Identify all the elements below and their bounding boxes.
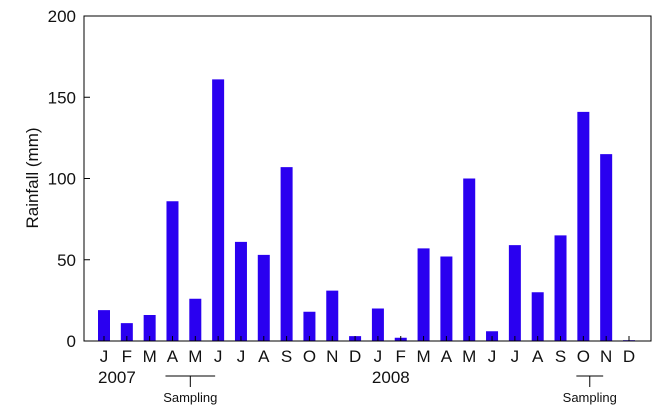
year-labels: 2007 2008 — [98, 368, 410, 387]
y-tick-label-1: 50 — [57, 251, 76, 270]
x-tick-label-13: F — [396, 347, 406, 366]
y-tick-label-0: 0 — [67, 332, 76, 351]
sampling-annotations: Sampling Sampling — [163, 375, 617, 405]
bar-21 — [577, 111, 590, 342]
bar-2 — [143, 315, 156, 341]
x-tick-label-20: S — [555, 347, 566, 366]
x-tick-label-10: N — [326, 347, 338, 366]
x-tick-label-8: S — [281, 347, 292, 366]
x-tick-label-7: A — [258, 347, 270, 366]
sampling-label-1: Sampling — [563, 390, 617, 405]
x-tick-label-2: M — [143, 347, 157, 366]
bar-6 — [234, 241, 247, 342]
x-tick-label-4: M — [188, 347, 202, 366]
bar-1 — [120, 323, 133, 342]
x-tick-label-5: J — [214, 347, 223, 366]
bar-16 — [463, 178, 476, 341]
bar-22 — [600, 154, 613, 341]
x-tick-label-22: N — [600, 347, 612, 366]
bar-15 — [440, 256, 453, 341]
bar-10 — [326, 290, 339, 342]
x-tick-label-14: M — [416, 347, 430, 366]
bar-14 — [417, 248, 430, 342]
x-tick-label-18: J — [511, 347, 520, 366]
bar-18 — [508, 245, 521, 342]
x-tick-label-21: O — [577, 347, 590, 366]
x-tick-label-6: J — [237, 347, 246, 366]
year-label-1: 2008 — [372, 368, 410, 387]
y-tick-label-2: 100 — [48, 170, 76, 189]
x-tick-label-0: J — [100, 347, 109, 366]
x-tick-label-16: M — [462, 347, 476, 366]
bar-4 — [189, 298, 202, 341]
bar-3 — [166, 201, 179, 341]
x-tick-label-9: O — [303, 347, 316, 366]
year-label-0: 2007 — [98, 368, 136, 387]
bar-9 — [303, 311, 316, 341]
bar-8 — [280, 167, 293, 342]
bar-5 — [212, 79, 225, 342]
x-tick-label-12: J — [374, 347, 383, 366]
y-axis-label: Rainfall (mm) — [23, 127, 42, 228]
x-tick-label-23: D — [623, 347, 635, 366]
y-tick-label-3: 150 — [48, 88, 76, 107]
y-tick-label-4: 200 — [48, 7, 76, 26]
bar-7 — [257, 254, 270, 342]
x-tick-label-3: A — [167, 347, 179, 366]
bar-0 — [98, 310, 110, 342]
x-tick-label-15: A — [441, 347, 453, 366]
x-tick-label-17: J — [488, 347, 497, 366]
sampling-label-0: Sampling — [163, 390, 217, 405]
bar-12 — [371, 308, 384, 341]
x-tick-label-19: A — [532, 347, 544, 366]
y-axis: 0 50 100 150 200 — [48, 7, 90, 351]
bar-20 — [554, 235, 567, 342]
bar-19 — [531, 292, 544, 341]
bars-layer — [98, 79, 635, 342]
x-tick-label-1: F — [122, 347, 132, 366]
x-tick-label-11: D — [349, 347, 361, 366]
